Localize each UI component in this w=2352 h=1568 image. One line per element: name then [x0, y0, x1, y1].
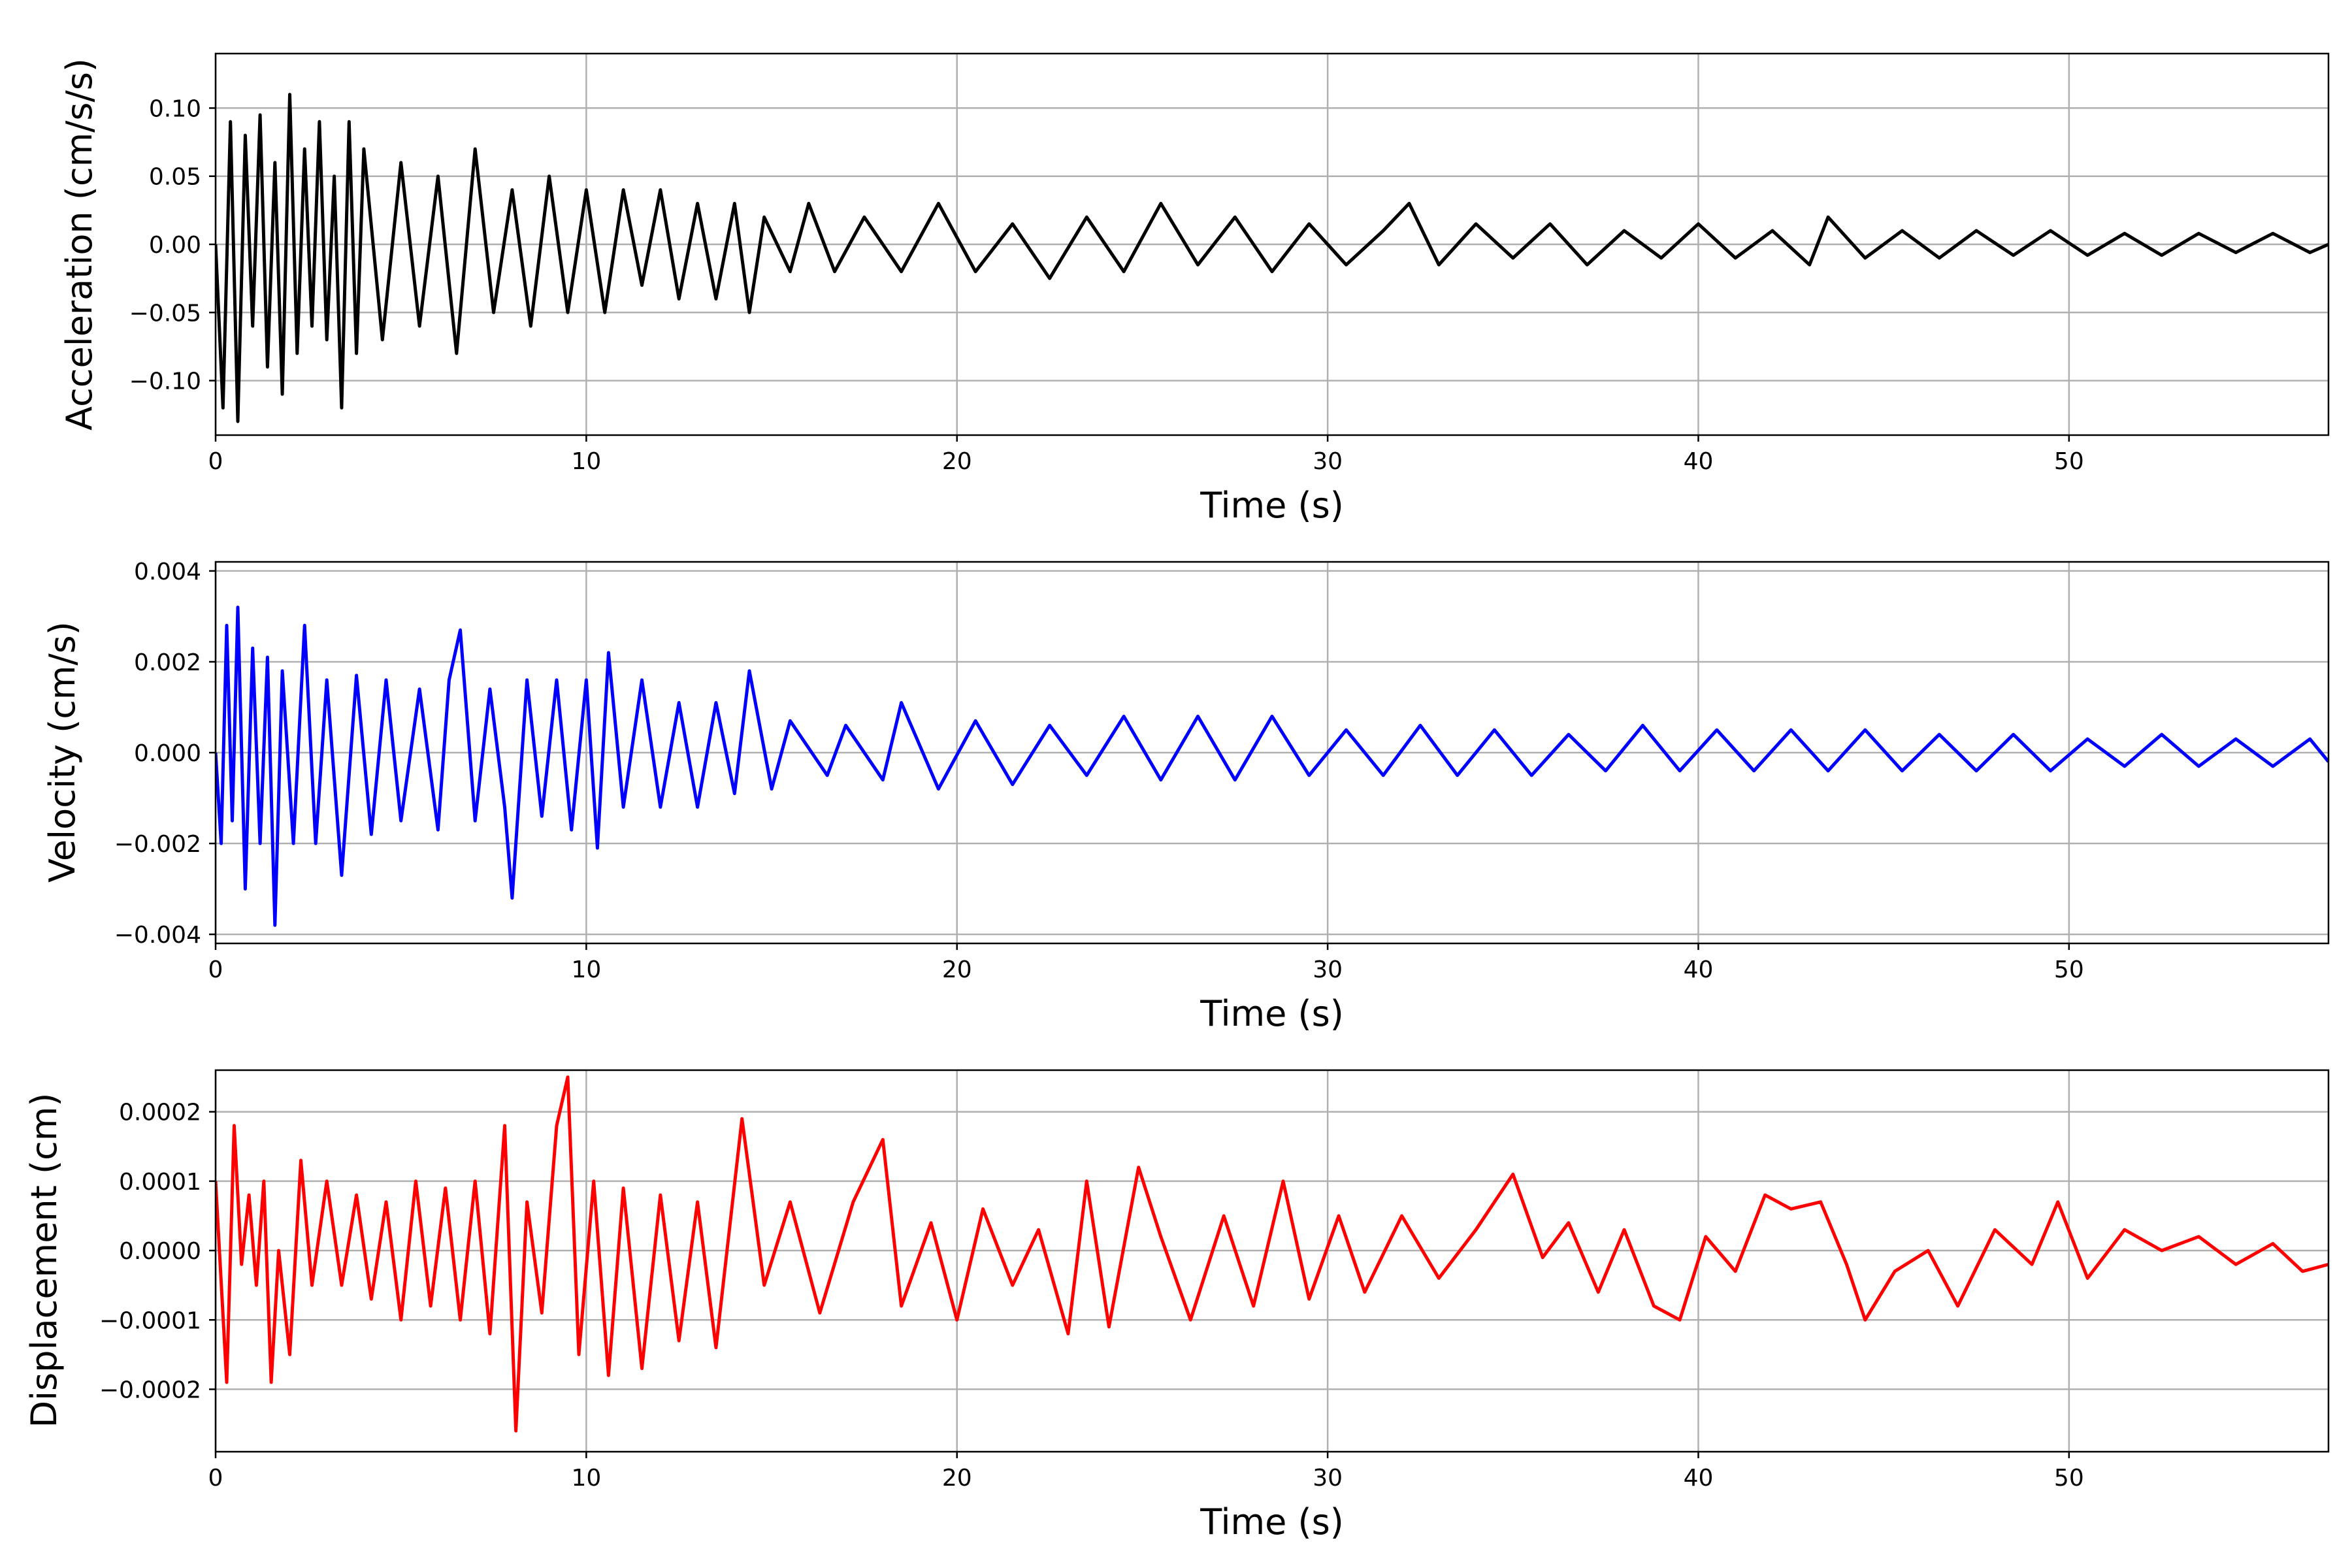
acceleration-xlabel: Time (s) [1200, 485, 1344, 526]
velocity-ytick-label: 0.002 [134, 649, 201, 676]
velocity-ticks: 0 10 20 30 40 50 0.004 0.002 0.000 −0.002 −0.004 [114, 559, 2084, 983]
velocity-ytick-label: 0.004 [134, 559, 201, 585]
acceleration-ytick-label: 0.00 [149, 232, 201, 259]
displacement-xtick-label: 30 [1313, 1465, 1343, 1492]
displacement-ytick-label: 0.0001 [119, 1169, 201, 1196]
velocity-xtick-label: 30 [1313, 956, 1343, 983]
displacement-ticks: 0 10 20 30 40 50 0.0002 0.0001 0.0000 −0.0001 −0.0… [99, 1100, 2084, 1492]
velocity-panel: 0 10 20 30 40 50 0.004 0.002 0.000 −0.002 −0.004 T… [42, 559, 2330, 1034]
velocity-grid [214, 562, 2328, 943]
acceleration-ytick-label: 0.05 [149, 164, 201, 191]
displacement-xtick-label: 20 [942, 1465, 972, 1492]
displacement-ytick-label: −0.0002 [99, 1377, 201, 1403]
acceleration-ytick-label: 0.10 [149, 95, 201, 122]
velocity-ytick-label: 0.000 [134, 740, 201, 767]
acceleration-ytick-label: −0.10 [129, 368, 201, 395]
acceleration-xtick-label: 0 [208, 448, 223, 475]
velocity-ytick-label: −0.002 [114, 831, 201, 858]
displacement-ylabel: Displacement (cm) [24, 1093, 65, 1428]
displacement-xtick-label: 50 [2054, 1465, 2084, 1492]
acceleration-series-line [216, 93, 2328, 423]
displacement-ytick-label: 0.0002 [119, 1100, 201, 1126]
velocity-ylabel: Velocity (cm/s) [42, 621, 83, 883]
acceleration-xtick-label: 10 [571, 448, 601, 475]
acceleration-xtick-label: 40 [1684, 448, 1714, 475]
displacement-ytick-label: −0.0001 [99, 1307, 201, 1334]
displacement-panel: 0 10 20 30 40 50 0.0002 0.0001 0.0000 −0.0001 −0.0… [24, 1069, 2330, 1543]
displacement-xtick-label: 10 [571, 1465, 601, 1492]
velocity-series-line [216, 606, 2328, 927]
acceleration-xtick-label: 50 [2054, 448, 2084, 475]
displacement-xlabel: Time (s) [1200, 1501, 1344, 1543]
displacement-plot-area [214, 1069, 2330, 1453]
displacement-xtick-label: 0 [208, 1465, 223, 1492]
acceleration-xtick-label: 30 [1313, 448, 1343, 475]
displacement-series-line [216, 1075, 2328, 1433]
acceleration-panel: 0 10 20 30 40 50 0.10 0.05 0.00 −0.05 −0.10 Time (… [59, 52, 2330, 526]
displacement-xtick-label: 40 [1684, 1465, 1714, 1492]
velocity-xtick-label: 40 [1684, 956, 1714, 983]
acceleration-ytick-label: −0.05 [129, 300, 201, 327]
acceleration-xtick-label: 20 [942, 448, 972, 475]
displacement-axes-frame [214, 1069, 2330, 1453]
acceleration-ticks: 0 10 20 30 40 50 0.10 0.05 0.00 −0.05 −0.10 [129, 95, 2084, 475]
velocity-xlabel: Time (s) [1200, 993, 1344, 1034]
velocity-xtick-label: 20 [942, 956, 972, 983]
acceleration-grid [214, 54, 2328, 435]
velocity-xtick-label: 50 [2054, 956, 2084, 983]
displacement-ytick-label: 0.0000 [119, 1238, 201, 1265]
velocity-ytick-label: −0.004 [114, 922, 201, 949]
acceleration-ylabel: Acceleration (cm/s/s) [59, 58, 100, 431]
velocity-xtick-label: 0 [208, 956, 223, 983]
velocity-xtick-label: 10 [571, 956, 601, 983]
